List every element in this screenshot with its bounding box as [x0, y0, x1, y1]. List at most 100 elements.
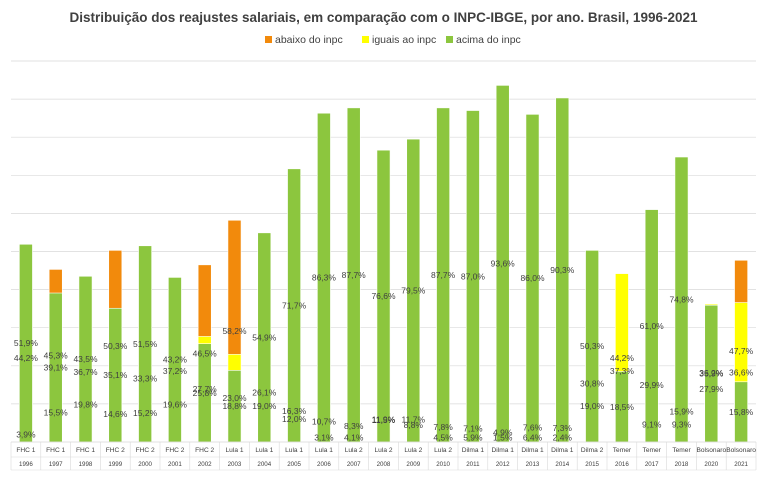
- bars: [19, 85, 748, 443]
- value-label-abaixo-2012: 1,5%: [493, 433, 513, 443]
- value-label-iguais-2010: 7,8%: [433, 422, 453, 432]
- legend-swatch-abaixo: [265, 36, 272, 43]
- legend-swatch-acima: [446, 36, 453, 43]
- value-label-acima-2021: 15,8%: [729, 407, 754, 417]
- value-label-abaixo-2017: 9,1%: [642, 420, 662, 430]
- year-label-2003: 2003: [228, 461, 242, 468]
- value-label-abaixo-1999: 50,3%: [103, 341, 128, 351]
- value-label-abaixo-2004: 19,0%: [252, 401, 277, 411]
- year-label-2005: 2005: [287, 461, 301, 468]
- value-label-abaixo-1998: 36,7%: [73, 367, 98, 377]
- year-label-2001: 2001: [168, 461, 182, 468]
- year-label-1997: 1997: [49, 461, 63, 468]
- value-label-acima-1999: 35,1%: [103, 370, 128, 380]
- year-label-2020: 2020: [704, 461, 718, 468]
- legend-label-abaixo: abaixo do inpc: [275, 34, 343, 46]
- value-label-iguais-2001: 19,6%: [163, 400, 188, 410]
- value-label-iguais-2011: 7,1%: [463, 423, 483, 433]
- value-label-abaixo-2008: 11,5%: [372, 415, 396, 425]
- value-label-iguais-2004: 26,1%: [252, 387, 277, 397]
- year-label-2021: 2021: [734, 461, 748, 468]
- value-label-acima-2009: 79,5%: [401, 286, 426, 296]
- year-label-2006: 2006: [317, 461, 331, 468]
- category-label-2007: Lula 2: [345, 447, 363, 454]
- value-label-iguais-2000: 15,2%: [133, 408, 158, 418]
- value-label-abaixo-2003: 58,2%: [222, 326, 247, 336]
- value-label-acima-2008: 76,6%: [371, 291, 396, 301]
- year-label-1996: 1996: [19, 461, 33, 468]
- year-label-2015: 2015: [585, 461, 599, 468]
- value-label-abaixo-2014: 2,4%: [553, 433, 573, 443]
- value-label-iguais-1998: 19,8%: [73, 399, 98, 409]
- value-label-acima-2003: 18,8%: [222, 401, 247, 411]
- year-label-2004: 2004: [257, 461, 271, 468]
- value-label-iguais-2020: 36,2%: [699, 368, 724, 378]
- legend-entry-iguais: iguais ao inpc: [362, 34, 436, 46]
- value-label-acima-1998: 43,5%: [73, 354, 98, 364]
- value-label-acima-2002: 25,8%: [193, 388, 218, 398]
- category-label-1999: FHC 2: [106, 447, 125, 454]
- legend-label-iguais: iguais ao inpc: [372, 34, 436, 46]
- value-label-acima-2020: 35,9%: [699, 369, 724, 379]
- x-axis: FHC 1 1996 FHC 1 1997 FHC 1 1998 FHC 2 1999 FHC …: [10, 441, 757, 471]
- value-label-acima-2007: 87,7%: [342, 270, 367, 280]
- category-label-2018: Temer: [672, 447, 691, 454]
- legend-entry-abaixo: abaixo do inpc: [265, 34, 343, 46]
- year-label-2000: 2000: [138, 461, 152, 468]
- value-label-iguais-2017: 29,9%: [640, 380, 665, 390]
- value-label-iguais-2005: 16,3%: [282, 406, 307, 416]
- value-label-iguais-2002: 27,7%: [193, 384, 218, 394]
- year-label-2007: 2007: [347, 461, 361, 468]
- value-label-abaixo-2016: 37,3%: [610, 366, 635, 376]
- value-label-abaixo-1997: 45,3%: [44, 351, 69, 361]
- category-label-2016: Temer: [613, 447, 632, 454]
- year-label-2012: 2012: [496, 461, 510, 468]
- year-label-2011: 2011: [466, 461, 480, 468]
- category-label-1997: FHC 1: [46, 447, 65, 454]
- value-label-iguais-2006: 10,7%: [312, 417, 337, 427]
- year-label-2013: 2013: [526, 461, 540, 468]
- value-label-abaixo-2021: 47,7%: [729, 346, 754, 356]
- value-label-abaixo-2005: 12,0%: [282, 414, 307, 424]
- value-label-iguais-2008: 11,9%: [372, 414, 396, 424]
- year-label-1999: 1999: [108, 461, 122, 468]
- year-label-2010: 2010: [436, 461, 450, 468]
- value-label-acima-2001: 43,2%: [163, 355, 188, 365]
- year-label-2009: 2009: [406, 461, 420, 468]
- category-label-2017: Temer: [643, 447, 662, 454]
- category-label-2001: FHC 2: [165, 447, 184, 454]
- value-label-abaixo-2002: 46,5%: [193, 348, 218, 358]
- value-label-iguais-2012: 4,9%: [493, 428, 513, 438]
- year-label-2016: 2016: [615, 461, 629, 468]
- value-label-acima-2006: 86,3%: [312, 273, 337, 283]
- year-label-2018: 2018: [675, 461, 689, 468]
- value-label-iguais-2021: 36,6%: [729, 367, 754, 377]
- value-label-abaixo-2020: 27,9%: [699, 384, 724, 394]
- category-label-2002: FHC 2: [195, 447, 214, 454]
- category-label-2020: Bolsonaro: [696, 447, 726, 454]
- value-labels: 44,2% 3,9% 51,9% 45,3% 15,5% 39,1% 36,7% 19,8% 4…: [14, 259, 754, 443]
- category-label-2008: Lula 2: [375, 447, 393, 454]
- value-label-iguais-2016: 44,2%: [610, 353, 635, 363]
- legend-label-acima: acima do inpc: [456, 34, 521, 46]
- value-label-acima-2016: 18,5%: [610, 402, 635, 412]
- value-label-acima-2013: 86,0%: [520, 273, 545, 283]
- value-label-abaixo-2000: 33,3%: [133, 374, 158, 384]
- year-label-2014: 2014: [555, 461, 569, 468]
- category-label-2011: Dilma 1: [462, 447, 485, 454]
- value-label-acima-2018: 74,8%: [669, 295, 694, 305]
- value-label-abaixo-1996: 44,2%: [14, 353, 39, 363]
- year-label-2002: 2002: [198, 461, 212, 468]
- value-label-abaixo-2015: 19,0%: [580, 401, 605, 411]
- value-label-abaixo-2010: 4,5%: [433, 433, 453, 443]
- category-label-2010: Lula 2: [434, 447, 452, 454]
- category-label-2006: Lula 1: [315, 447, 333, 454]
- legend-swatch-iguais: [362, 36, 369, 43]
- value-label-abaixo-2007: 4,1%: [344, 433, 364, 443]
- value-label-abaixo-2006: 3,1%: [314, 433, 334, 443]
- value-label-acima-2005: 71,7%: [282, 300, 307, 310]
- value-label-iguais-2014: 7,3%: [553, 423, 573, 433]
- value-label-acima-2012: 93,6%: [491, 259, 516, 269]
- value-label-acima-1996: 51,9%: [14, 338, 39, 348]
